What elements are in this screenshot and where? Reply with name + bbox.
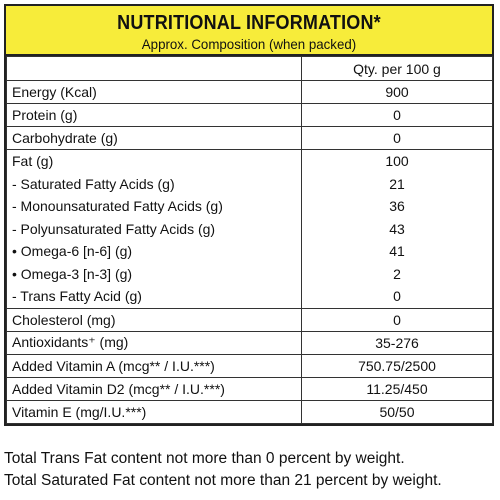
table-row: - Monounsaturated Fatty Acids (g) 36 bbox=[6, 195, 493, 218]
table-header-row: Qty. per 100 g bbox=[6, 56, 493, 81]
row-label: Antioxidants⁺ (mg) bbox=[6, 330, 302, 355]
footer-notes: Total Trans Fat content not more than 0 … bbox=[4, 448, 498, 492]
table-row: Carbohydrate (g) 0 bbox=[6, 126, 493, 150]
row-label: - Polyunsaturated Fatty Acids (g) bbox=[6, 217, 302, 240]
row-label: Cholesterol (mg) bbox=[6, 307, 302, 332]
footer-trans-fat-note: Total Trans Fat content not more than 0 … bbox=[4, 450, 405, 467]
row-label: Added Vitamin A (mcg** / I.U.***) bbox=[6, 353, 302, 378]
row-label: - Monounsaturated Fatty Acids (g) bbox=[6, 195, 302, 218]
row-label: Protein (g) bbox=[6, 103, 302, 127]
row-value: 43 bbox=[301, 217, 493, 240]
table-row: Added Vitamin D2 (mcg** / I.U.***) 11.25… bbox=[6, 376, 493, 401]
row-value: 41 bbox=[301, 240, 493, 263]
row-label: Fat (g) bbox=[6, 149, 302, 173]
nutrition-table: Qty. per 100 g Energy (Kcal) 900 Protein… bbox=[6, 56, 493, 424]
table-row: Antioxidants⁺ (mg) 35-276 bbox=[6, 330, 493, 355]
row-value: 100 bbox=[301, 149, 493, 173]
row-label: • Omega-6 [n-6] (g) bbox=[6, 240, 302, 263]
table-row: Fat (g) 100 bbox=[6, 149, 493, 173]
row-value: 0 bbox=[301, 126, 493, 150]
row-label: Energy (Kcal) bbox=[6, 80, 302, 104]
table-row: Energy (Kcal) 900 bbox=[6, 80, 493, 104]
table-row: - Saturated Fatty Acids (g) 21 bbox=[6, 172, 493, 195]
row-label: - Trans Fatty Acid (g) bbox=[6, 285, 302, 309]
table-row: - Polyunsaturated Fatty Acids (g) 43 bbox=[6, 217, 493, 240]
row-value: 11.25/450 bbox=[301, 376, 493, 401]
row-value: 0 bbox=[301, 307, 493, 332]
table-row: • Omega-6 [n-6] (g) 41 bbox=[6, 240, 493, 263]
row-value: 35-276 bbox=[301, 330, 493, 355]
nutrition-subtitle: Approx. Composition (when packed) bbox=[141, 36, 357, 52]
row-label: - Saturated Fatty Acids (g) bbox=[6, 172, 302, 195]
row-label: • Omega-3 [n-3] (g) bbox=[6, 262, 302, 285]
row-value: 0 bbox=[301, 285, 493, 309]
nutrition-header: NUTRITIONAL INFORMATION* Approx. Composi… bbox=[6, 6, 492, 56]
row-value: 750.75/2500 bbox=[301, 353, 493, 378]
row-label: Carbohydrate (g) bbox=[6, 126, 302, 150]
row-value: 36 bbox=[301, 195, 493, 218]
row-label: Added Vitamin D2 (mcg** / I.U.***) bbox=[6, 376, 302, 401]
row-value: 900 bbox=[301, 80, 493, 104]
nutrition-panel: NUTRITIONAL INFORMATION* Approx. Composi… bbox=[4, 4, 494, 426]
table-header-blank-cell bbox=[6, 56, 302, 81]
table-row: Added Vitamin A (mcg** / I.U.***) 750.75… bbox=[6, 353, 493, 378]
row-value: 21 bbox=[301, 172, 493, 195]
row-label: Vitamin E (mg/I.U.***) bbox=[6, 399, 302, 424]
table-row: Cholesterol (mg) 0 bbox=[6, 307, 493, 332]
table-row: Vitamin E (mg/I.U.***) 50/50 bbox=[6, 399, 493, 424]
row-value: 0 bbox=[301, 103, 493, 127]
nutrition-title: NUTRITIONAL INFORMATION* bbox=[117, 12, 381, 34]
row-value: 50/50 bbox=[301, 399, 493, 424]
table-row: • Omega-3 [n-3] (g) 2 bbox=[6, 262, 493, 285]
table-row: - Trans Fatty Acid (g) 0 bbox=[6, 285, 493, 309]
row-value: 2 bbox=[301, 262, 493, 285]
table-row: Protein (g) 0 bbox=[6, 103, 493, 127]
footer-saturated-fat-note: Total Saturated Fat content not more tha… bbox=[4, 472, 442, 489]
table-column-header: Qty. per 100 g bbox=[301, 56, 493, 81]
